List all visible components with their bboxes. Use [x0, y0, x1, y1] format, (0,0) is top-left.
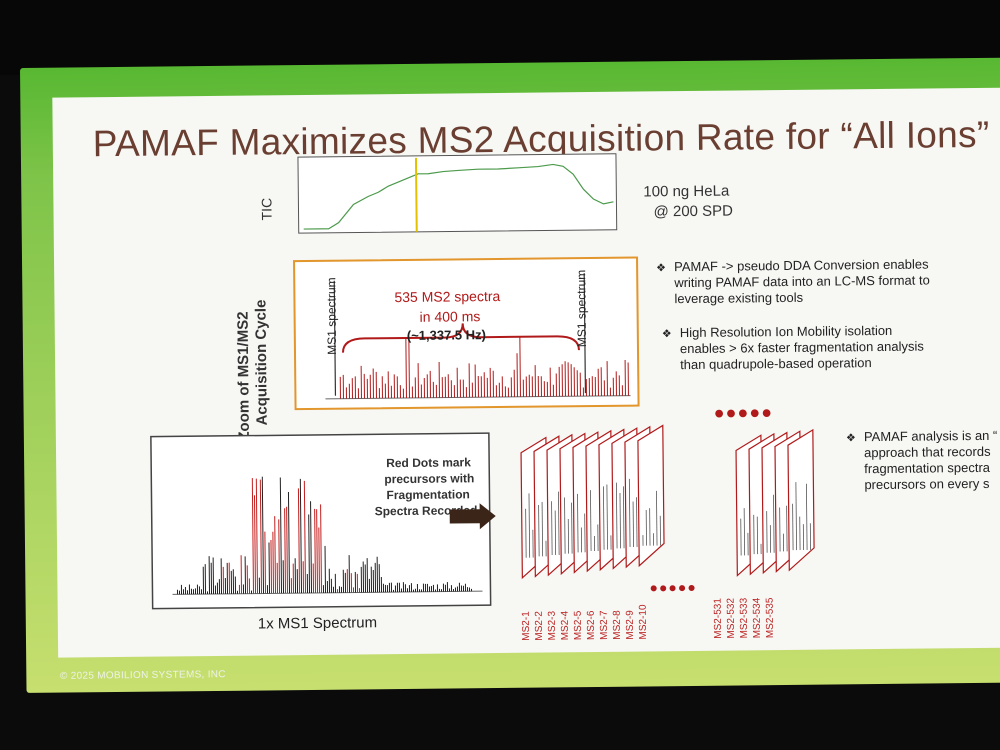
ms2-card [637, 424, 665, 568]
ms1-peak [287, 491, 291, 594]
slide-footer: © 2025 MOBILION SYSTEMS, INC [59, 669, 226, 682]
ms2-label: MS2-6 [585, 610, 598, 641]
ms2-label-row: MS2-1 MS2-2 MS2-3 MS2-4 MS2-5 MS2-6 MS2-7 MS2-8… [52, 88, 1000, 641]
ms2-rate: (~1,337.5 Hz) [406, 327, 487, 343]
bullet-1: ❖ PAMAF -> pseudo DDA Conversion enables… [656, 256, 930, 307]
ms1-peak [253, 495, 257, 594]
ms1-peak [264, 531, 267, 594]
tic-trace [303, 163, 614, 230]
bullet-2-line2: enables > 6x faster fragmentation analys… [679, 338, 924, 357]
ms2-label: MS2-10 [637, 604, 650, 640]
ms1-peak [259, 479, 263, 594]
ms1-peak [303, 480, 307, 594]
ms2-label: MS2-535 [764, 597, 777, 639]
slide: PAMAF Maximizes MS2 Acquisition Rate for… [52, 87, 1000, 658]
bullet-3-line4: precursors on every s [864, 475, 990, 493]
ms1-peak [268, 542, 271, 594]
ms2-peak [405, 338, 407, 398]
ms1-left-marker [333, 280, 337, 396]
ms1-peak [308, 514, 311, 594]
ms1-caption: 1x MS1 Spectrum [257, 614, 378, 633]
ms1-peak [251, 478, 255, 594]
ms1-note-line1: Red Dots mark [386, 455, 471, 471]
ms1-peak [297, 488, 301, 594]
ms1-left-label: MS1 spectrum [324, 277, 340, 355]
ms1-peak [310, 501, 313, 593]
tic-sample-line1: 100 ng HeLa [643, 182, 730, 201]
ellipsis-dots-top: ●●●●● [713, 402, 774, 423]
tic-highlight-line [414, 157, 418, 232]
ellipsis-dots-bottom: ●●●●● [649, 578, 697, 596]
ms1-spectrum-chart [150, 432, 492, 610]
tic-axis-label: TIC [258, 197, 275, 221]
ms2-peak [519, 336, 521, 397]
ms2-spectra-stack [520, 424, 815, 580]
ms2-count-line2: in 400 ms [419, 308, 481, 325]
ms2-brace [341, 323, 580, 353]
zoom-axis-label-2: Acquisition Cycle [252, 299, 271, 426]
ms2-label: MS2-534 [751, 597, 764, 639]
ms2-peaks [339, 336, 629, 399]
ms2-count-line1: 535 MS2 spectra [394, 287, 501, 306]
projection-screen: PAMAF Maximizes MS2 Acquisition Rate for… [20, 57, 1000, 693]
bullet-3-line1: PAMAF analysis is an “ [863, 427, 998, 445]
ms2-label: MS2-9 [624, 610, 637, 640]
right-arrow-icon [449, 503, 496, 530]
ms1-right-marker [583, 273, 587, 394]
ms1-peak [316, 509, 319, 593]
ms1-peak [284, 508, 287, 594]
bullet-3: ❖ PAMAF analysis is an “ approach that r… [846, 427, 998, 493]
ms1-peak [318, 527, 321, 593]
tic-sample-line2: @ 200 SPD [653, 202, 734, 221]
ms1-right-label: MS1 spectrum [574, 269, 589, 348]
bullet-3-line2: approach that records [863, 443, 991, 461]
diamond-bullet-icon: ❖ [661, 328, 672, 341]
ms1-peak [272, 531, 275, 594]
zoom-chart [293, 256, 640, 411]
ms2-label: MS2-531 [712, 598, 725, 639]
ms1-note-line3: Fragmentation [386, 487, 470, 503]
ms1-peaks [176, 476, 473, 595]
ms1-peak [299, 478, 303, 594]
ms1-peak [279, 477, 283, 594]
ms2-label: MS2-4 [559, 610, 572, 641]
ms1-peak [255, 478, 259, 594]
ms1-peak [314, 508, 317, 593]
ms2-label: MS2-3 [546, 610, 559, 641]
bullet-1-line2: writing PAMAF data into an LC-MS format … [674, 272, 930, 291]
ms1-peak [320, 504, 323, 593]
bullet-2: ❖ High Resolution Ion Mobility isolation… [662, 323, 924, 374]
ms2-card [787, 428, 815, 572]
ms2-label: MS2-2 [533, 611, 546, 641]
diamond-bullet-icon: ❖ [656, 262, 667, 275]
tic-chart [297, 153, 618, 234]
ms2-label: MS2-8 [611, 610, 624, 640]
ms2-label: MS2-533 [738, 597, 751, 639]
bullet-2-line3: than quadrupole-based operation [680, 355, 872, 373]
ms2-peak [408, 336, 410, 398]
ms1-peak [261, 476, 265, 594]
ms1-peak [278, 519, 281, 594]
ms2-label: MS2-7 [598, 610, 611, 640]
ms2-label: MS2-5 [572, 610, 585, 641]
zoom-axis-label-1: Zoom of MS1/MS2 [234, 311, 253, 441]
ms1-peak [270, 540, 273, 594]
bullet-1-line3: leverage existing tools [674, 289, 804, 307]
ms2-label: MS2-532 [725, 597, 738, 639]
diamond-bullet-icon: ❖ [845, 432, 856, 445]
ms2-label: MS2-1 [520, 611, 533, 641]
ms1-peak [286, 506, 289, 594]
ms1-note-line2: precursors with [384, 471, 475, 487]
ms1-peak [274, 516, 277, 594]
bullet-3-line3: fragmentation spectra [864, 459, 991, 477]
